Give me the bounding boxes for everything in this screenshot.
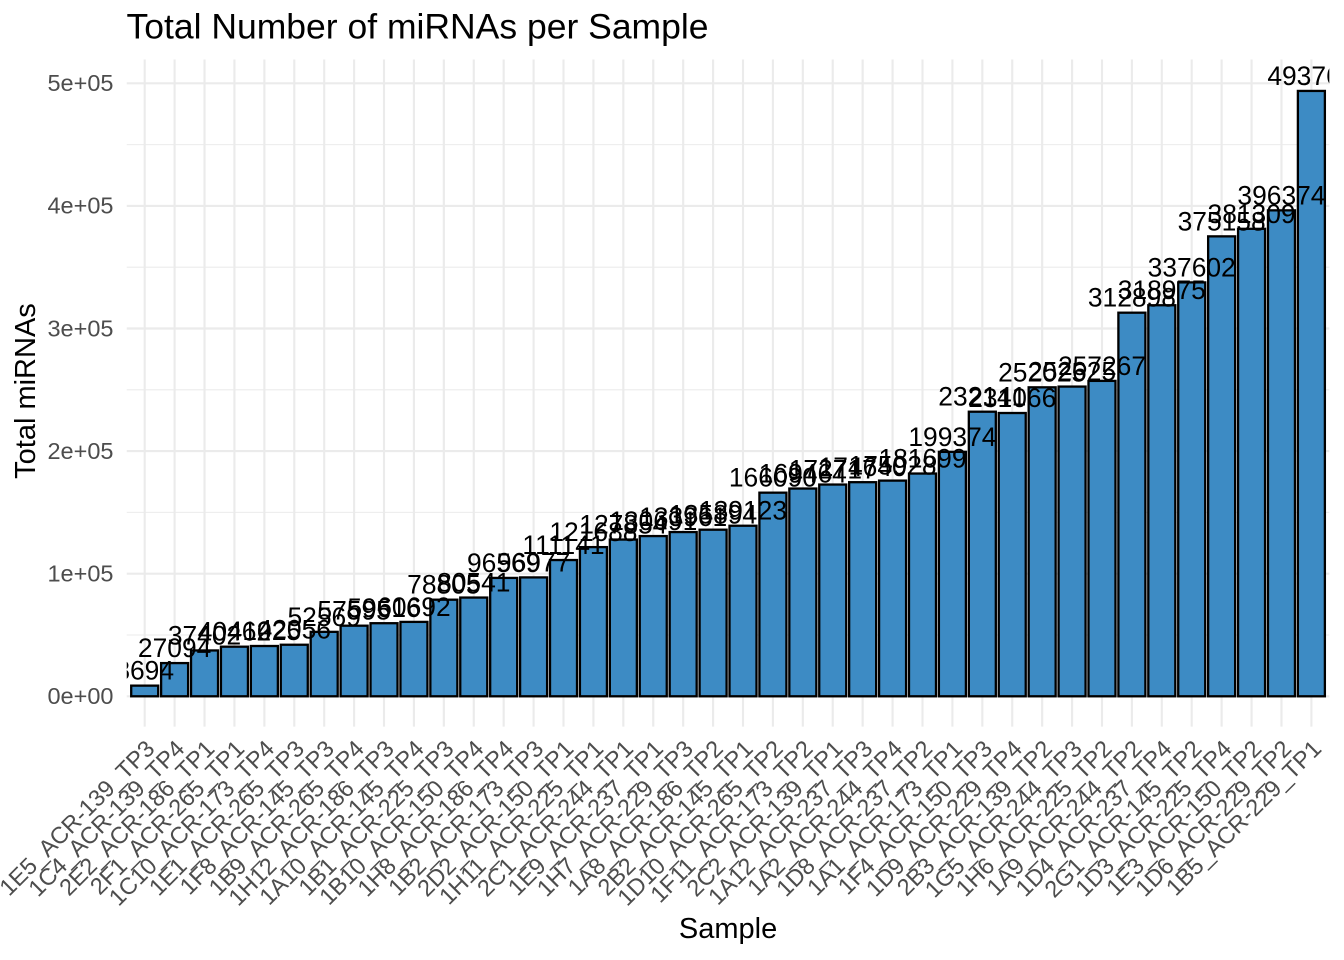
svg-text:312898: 312898 [1088, 283, 1176, 313]
svg-text:78805: 78805 [407, 570, 480, 600]
svg-text:175928: 175928 [849, 451, 937, 481]
svg-text:396374: 396374 [1237, 180, 1325, 210]
svg-text:252625: 252625 [1028, 357, 1116, 387]
svg-text:169464: 169464 [759, 459, 847, 489]
svg-text:5e+05: 5e+05 [47, 70, 113, 96]
svg-text:27094: 27094 [138, 633, 211, 663]
svg-text:60692: 60692 [377, 592, 450, 622]
svg-text:96569: 96569 [467, 548, 540, 578]
svg-text:172717: 172717 [789, 455, 877, 485]
svg-text:59616: 59616 [347, 593, 420, 623]
svg-text:Sample: Sample [679, 913, 777, 945]
svg-text:3e+05: 3e+05 [47, 315, 113, 341]
svg-text:318975: 318975 [1118, 275, 1206, 305]
svg-text:57595: 57595 [317, 596, 390, 626]
svg-text:37402: 37402 [168, 620, 241, 650]
svg-text:493767: 493767 [1267, 61, 1344, 91]
svg-text:133961: 133961 [639, 502, 727, 532]
svg-text:42056: 42056 [258, 615, 331, 645]
svg-text:121688: 121688 [549, 517, 637, 547]
svg-text:166090: 166090 [729, 463, 817, 493]
svg-text:257267: 257267 [1058, 351, 1146, 381]
svg-text:80541: 80541 [437, 568, 510, 598]
svg-text:375158: 375158 [1178, 206, 1266, 236]
svg-text:181699: 181699 [878, 444, 966, 474]
svg-text:135894: 135894 [669, 500, 757, 530]
svg-text:52569: 52569 [287, 602, 360, 632]
svg-text:Total Number of miRNAs per Sam: Total Number of miRNAs per Sample [127, 7, 709, 47]
svg-text:1e+05: 1e+05 [47, 561, 113, 587]
svg-text:41025: 41025 [228, 616, 301, 646]
svg-text:139123: 139123 [699, 496, 787, 526]
svg-text:4e+05: 4e+05 [47, 193, 113, 219]
svg-text:111141: 111141 [522, 530, 604, 560]
svg-text:96977: 96977 [497, 547, 570, 577]
svg-text:Total miRNAs: Total miRNAs [10, 303, 42, 479]
svg-text:40462: 40462 [198, 617, 271, 647]
svg-text:174640: 174640 [819, 452, 907, 482]
svg-text:381309: 381309 [1208, 199, 1296, 229]
svg-text:252025: 252025 [998, 357, 1086, 387]
svg-text:130691: 130691 [609, 506, 697, 536]
svg-text:337602: 337602 [1148, 252, 1236, 282]
svg-text:199374: 199374 [908, 422, 996, 452]
svg-text:0e+00: 0e+00 [47, 683, 113, 709]
svg-text:232141: 232141 [938, 382, 1026, 412]
svg-text:2e+05: 2e+05 [47, 438, 113, 464]
svg-text:127854: 127854 [579, 510, 667, 540]
svg-text:8694: 8694 [115, 656, 174, 686]
svg-text:231066: 231066 [968, 383, 1056, 413]
